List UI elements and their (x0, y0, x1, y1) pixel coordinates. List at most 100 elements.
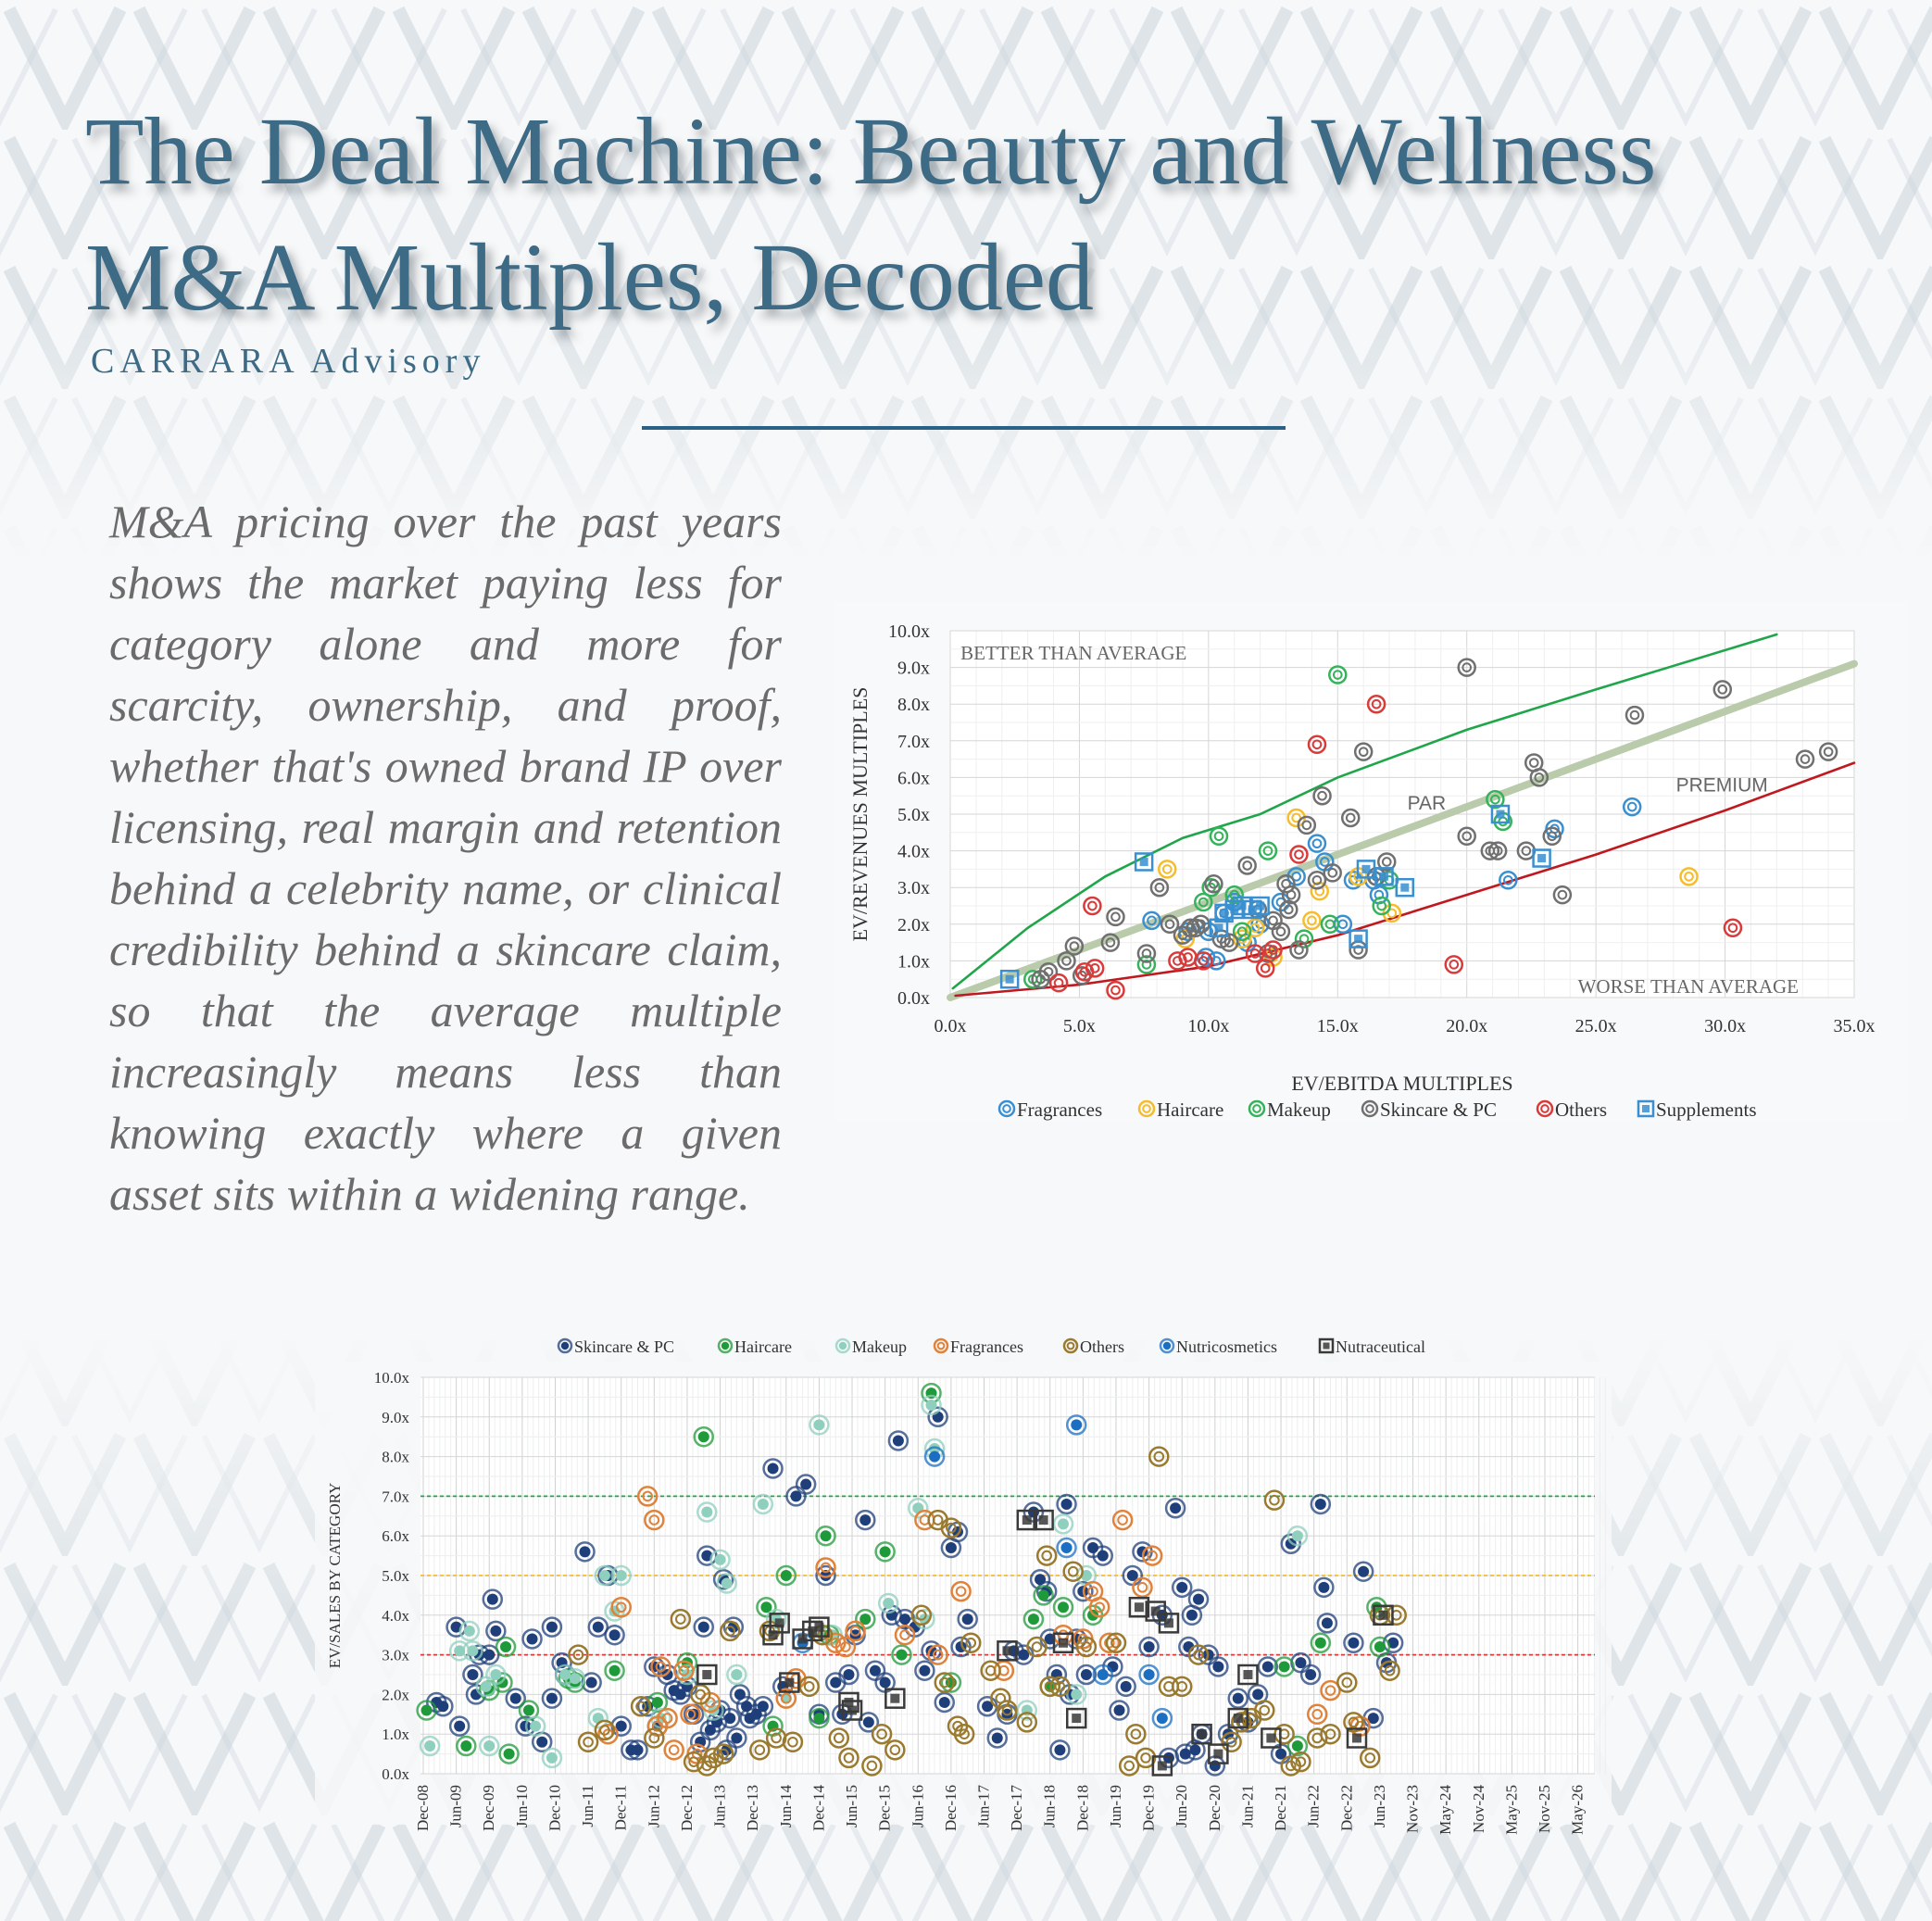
data-point (1529, 768, 1549, 787)
marker-outer (762, 1458, 784, 1479)
marker-outer (940, 1672, 962, 1693)
marker-outer (798, 1676, 820, 1698)
marker-outer (914, 1608, 935, 1630)
marker-inner (579, 1546, 591, 1558)
marker-outer (927, 1406, 948, 1428)
marker-outer (1374, 867, 1394, 886)
x-tick-label: Nov-25 (1536, 1785, 1553, 1833)
y-tick-label: 9.0x (897, 659, 930, 679)
marker-outer (1245, 918, 1265, 938)
marker-outer (838, 1664, 859, 1686)
data-point (495, 1636, 517, 1658)
marker-outer (1092, 1664, 1113, 1686)
marker-outer (1232, 929, 1252, 948)
data-point (1049, 1739, 1071, 1761)
marker-inner (1072, 1714, 1082, 1724)
data-point (884, 1739, 906, 1761)
marker-inner (1213, 831, 1224, 842)
data-point (1026, 1636, 1048, 1658)
marker-outer (1115, 1676, 1136, 1698)
marker-outer (644, 1727, 665, 1749)
marker-inner (1684, 872, 1694, 882)
marker-outer (564, 1668, 586, 1689)
marker-inner (1060, 1498, 1073, 1510)
data-point (871, 1723, 893, 1745)
data-point (709, 1549, 731, 1571)
marker-inner (780, 1570, 792, 1581)
data-point (594, 1719, 616, 1741)
marker-outer (1049, 1676, 1071, 1698)
marker-outer (505, 1688, 526, 1709)
legend-item: Others (1536, 1099, 1607, 1121)
marker-inner (648, 1732, 660, 1744)
y-tick-label: 7.0x (382, 1488, 409, 1505)
data-point (1340, 808, 1361, 828)
data-point (680, 1703, 701, 1726)
marker-inner (1629, 709, 1640, 721)
y-tick-label: 10.0x (374, 1369, 410, 1387)
marker-outer (1052, 1632, 1074, 1654)
marker-inner (1294, 945, 1304, 955)
data-point (568, 1644, 589, 1665)
marker-inner (1117, 1514, 1128, 1526)
marker-inner (1054, 1744, 1066, 1756)
data-point (775, 1564, 797, 1587)
data-point (1297, 815, 1317, 835)
marker-outer (462, 1664, 483, 1686)
marker-inner (1213, 1749, 1223, 1759)
data-point (861, 1755, 883, 1777)
data-point (1263, 940, 1283, 960)
marker-inner (814, 1622, 824, 1632)
x-tick-label: 15.0x (1317, 1016, 1359, 1036)
marker-inner (1291, 1740, 1303, 1752)
marker-outer (1312, 785, 1332, 806)
marker-outer (610, 1596, 632, 1618)
marker-inner (467, 1645, 479, 1657)
marker-inner (936, 1341, 946, 1350)
marker-outer (587, 1616, 609, 1638)
x-tick-label: Nov-23 (1404, 1785, 1422, 1833)
x-tick-label: 5.0x (1063, 1016, 1096, 1036)
marker-inner (862, 1716, 874, 1728)
marker-outer (1026, 1636, 1048, 1658)
legend-item: Haircare (1137, 1099, 1223, 1121)
marker-outer (1307, 834, 1327, 853)
marker-outer (809, 1616, 830, 1638)
marker-outer (1302, 910, 1322, 931)
marker-outer (1795, 749, 1815, 769)
marker-outer (861, 1755, 883, 1777)
marker-inner (1324, 919, 1336, 930)
data-point (997, 1700, 1018, 1721)
marker-outer (445, 1616, 467, 1638)
marker-outer (1145, 1601, 1166, 1622)
series-nutricosmetics (792, 1414, 1173, 1729)
marker-inner (771, 1732, 782, 1744)
data-point (1320, 914, 1340, 935)
data-point (1372, 896, 1391, 916)
reference-line-lower (954, 761, 1856, 998)
data-point (1336, 1672, 1358, 1693)
marker-inner (1189, 1744, 1201, 1756)
marker-outer (456, 1735, 477, 1757)
data-point (1286, 1735, 1309, 1757)
marker-inner (938, 1696, 950, 1708)
marker-inner (1089, 963, 1100, 973)
marker-inner (1358, 747, 1369, 757)
data-point (1395, 877, 1415, 898)
marker-inner (1057, 1601, 1069, 1613)
legend-label: Makeup (1267, 1099, 1331, 1121)
marker-inner (463, 1625, 475, 1637)
marker-outer (1637, 1099, 1655, 1118)
marker-outer (1529, 768, 1549, 787)
marker-inner (599, 1725, 610, 1736)
data-point (1712, 680, 1733, 699)
legend-item: Nutricosmetics (1159, 1337, 1277, 1356)
data-point (1374, 867, 1394, 886)
x-tick-label: Dec-16 (942, 1785, 960, 1831)
marker-inner (757, 1701, 769, 1713)
data-point (1138, 1636, 1160, 1658)
marker-inner (1351, 1733, 1361, 1743)
marker-outer (630, 1695, 652, 1717)
marker-outer (838, 1747, 859, 1769)
marker-outer (1208, 1656, 1229, 1677)
